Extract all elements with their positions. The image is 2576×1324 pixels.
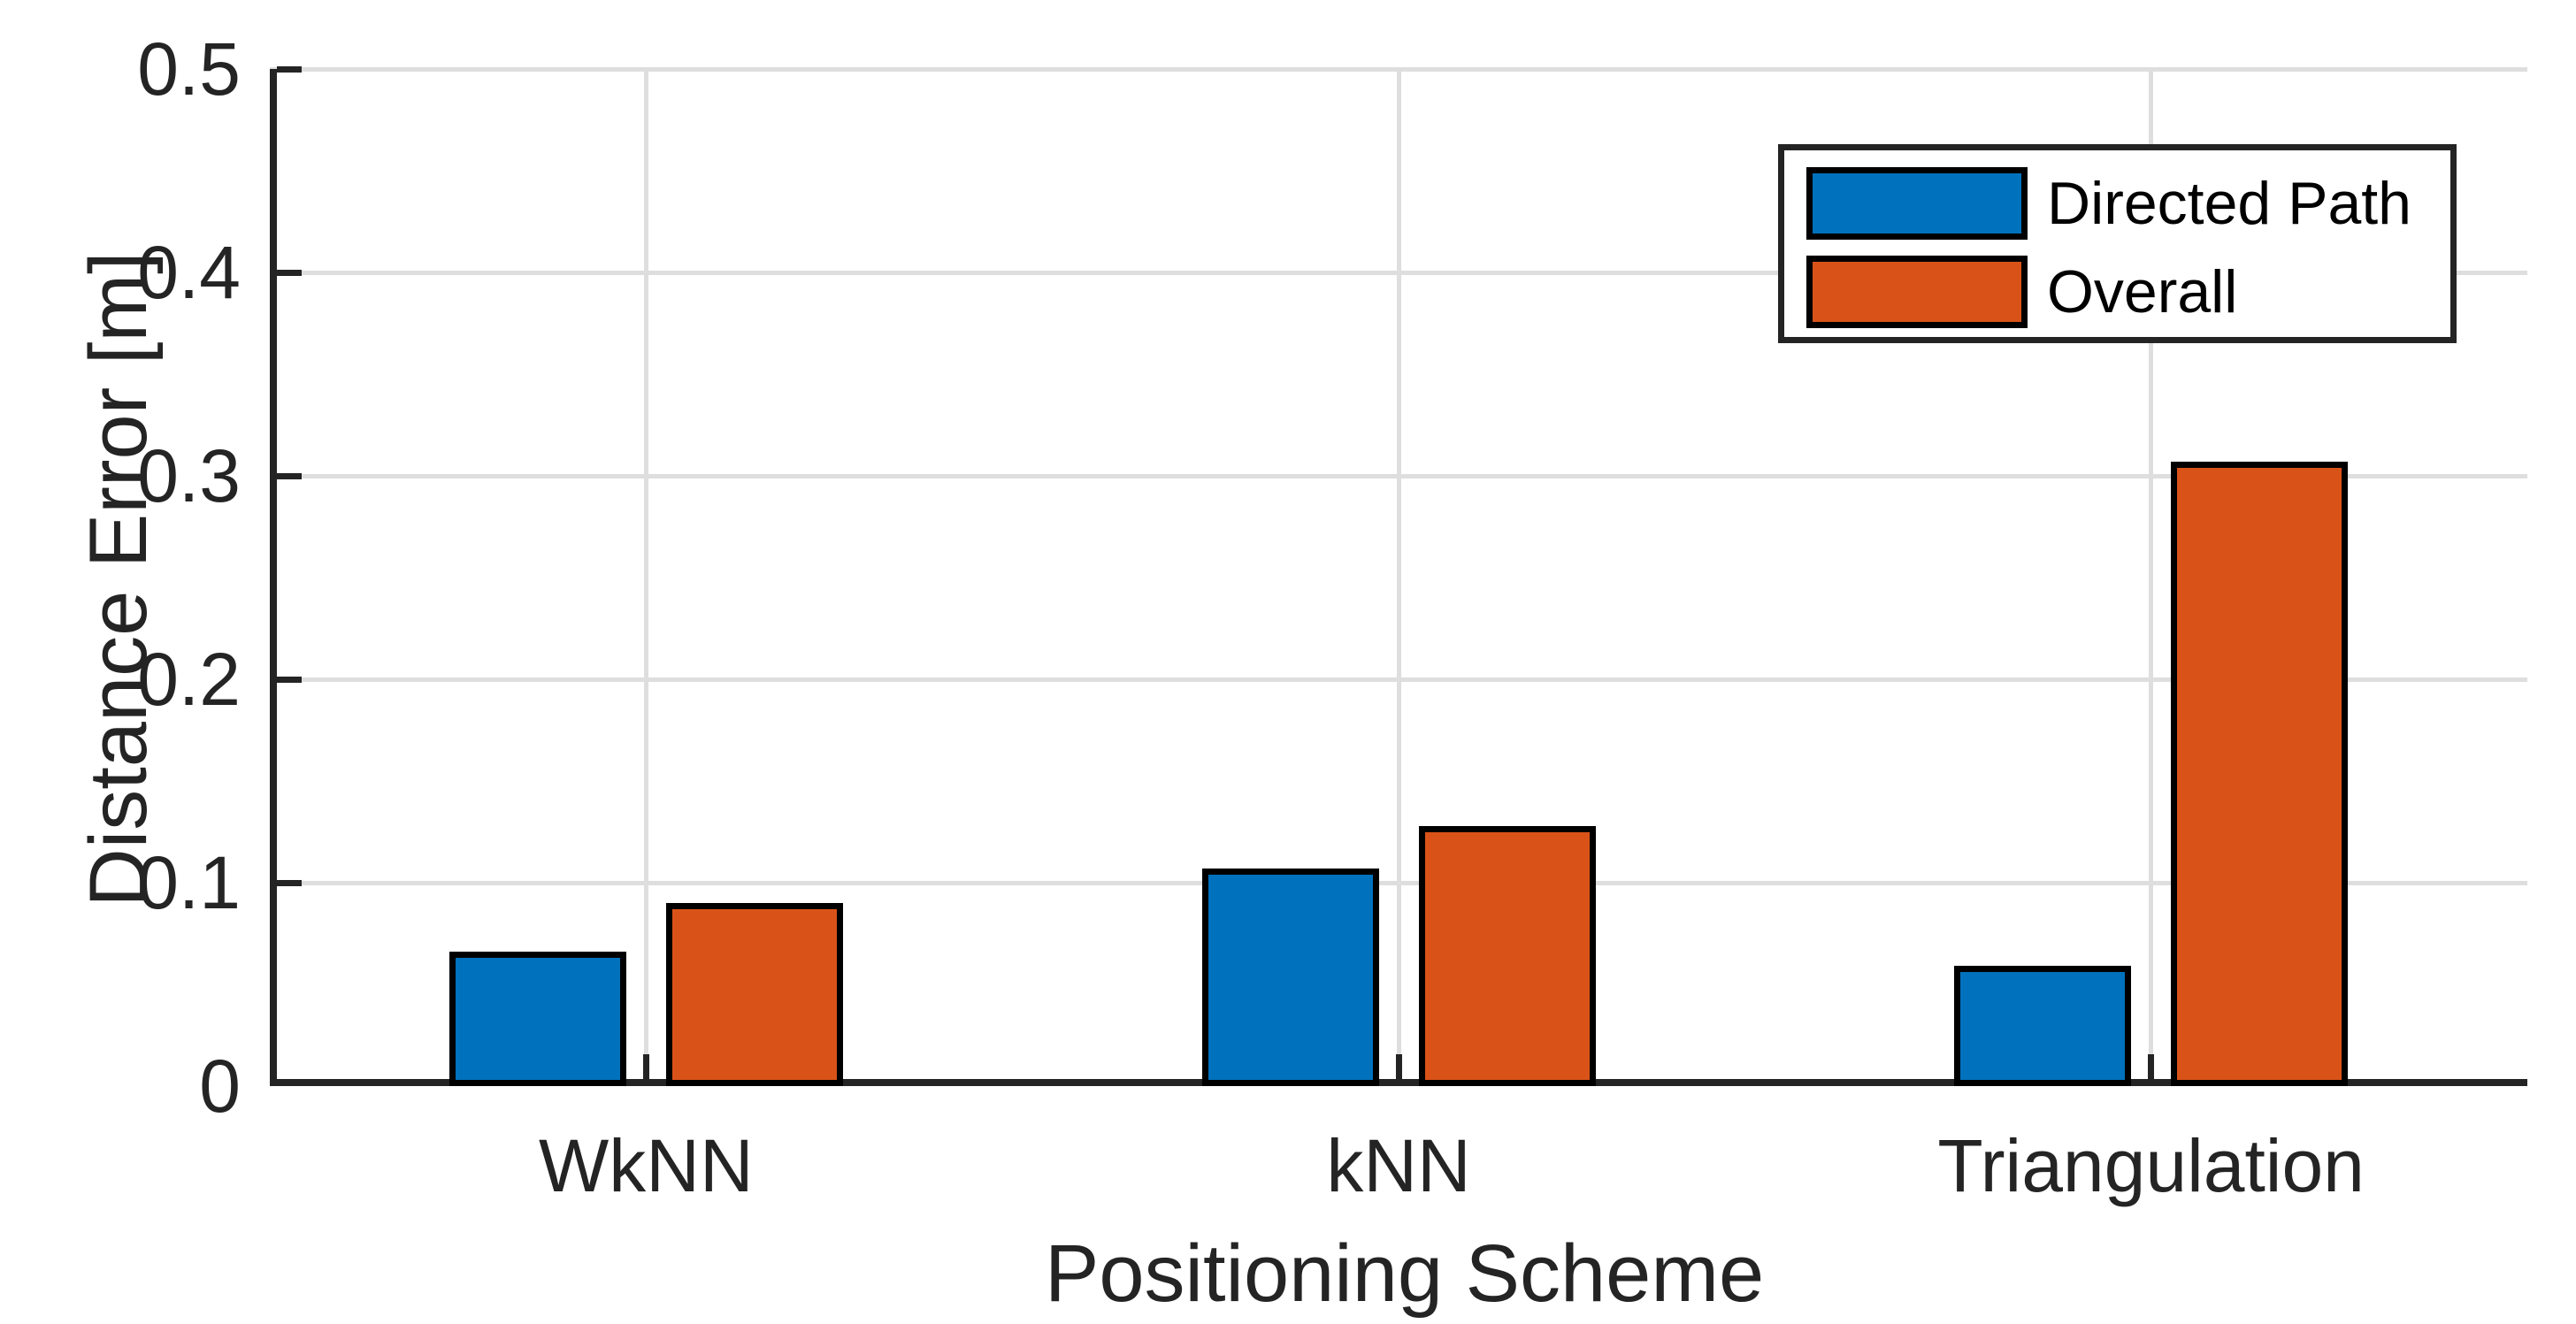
legend-item-overall: Overall bbox=[1806, 249, 2237, 334]
y-tick-mark-0.4 bbox=[277, 269, 302, 276]
x-tick-label-kNN: kNN bbox=[1326, 1124, 1471, 1207]
x-tick-label-Triangulation: Triangulation bbox=[1937, 1124, 2365, 1207]
bar-WkNN-directed-path bbox=[448, 952, 626, 1086]
bar-kNN-overall bbox=[1418, 826, 1596, 1086]
legend-swatch-overall bbox=[1806, 256, 2028, 328]
x-axis-spine bbox=[270, 1079, 2527, 1086]
h-gridline-0.4 bbox=[270, 270, 2527, 275]
legend-label: Directed Path bbox=[2047, 170, 2411, 237]
h-gridline-0.2 bbox=[270, 677, 2527, 682]
bar-Triangulation-directed-path bbox=[1954, 966, 2132, 1086]
x-tick-mark-WkNN bbox=[642, 1054, 649, 1079]
y-tick-label-0: 0 bbox=[199, 1045, 241, 1128]
y-axis-spine bbox=[270, 69, 277, 1086]
legend-label: Overall bbox=[2047, 258, 2238, 325]
y-tick-label-0.3: 0.3 bbox=[137, 434, 241, 517]
x-tick-label-WkNN: WkNN bbox=[539, 1124, 754, 1207]
y-tick-mark-0.1 bbox=[277, 879, 302, 886]
legend-swatch-directed-path bbox=[1806, 167, 2028, 240]
y-tick-mark-0.2 bbox=[277, 676, 302, 683]
y-tick-label-0.4: 0.4 bbox=[137, 231, 241, 314]
legend: Directed Path Overall bbox=[1778, 144, 2457, 343]
bar-kNN-directed-path bbox=[1201, 869, 1379, 1086]
y-tick-label-0.2: 0.2 bbox=[137, 638, 241, 721]
h-gridline-0.1 bbox=[270, 880, 2527, 885]
h-gridline-0.5 bbox=[270, 66, 2527, 72]
v-gridline-Triangulation bbox=[2149, 69, 2154, 1086]
v-gridline-kNN bbox=[1396, 69, 1401, 1086]
legend-item-directed-path: Directed Path bbox=[1806, 161, 2411, 246]
bar-Triangulation-overall bbox=[2171, 462, 2349, 1086]
y-axis-title: Distance Error [m] bbox=[73, 251, 164, 907]
y-tick-label-0.1: 0.1 bbox=[137, 841, 241, 924]
y-tick-label-0.5: 0.5 bbox=[137, 27, 241, 111]
x-axis-title: Positioning Scheme bbox=[1045, 1228, 1765, 1319]
y-tick-mark-0.3 bbox=[277, 472, 302, 479]
h-gridline-0.3 bbox=[270, 473, 2527, 478]
v-gridline-WkNN bbox=[643, 69, 648, 1086]
bar-WkNN-overall bbox=[665, 903, 843, 1086]
plot-area bbox=[270, 65, 2527, 1086]
y-tick-mark-0.5 bbox=[277, 65, 302, 73]
x-tick-mark-Triangulation bbox=[2148, 1054, 2155, 1079]
x-tick-mark-kNN bbox=[1395, 1054, 1402, 1079]
